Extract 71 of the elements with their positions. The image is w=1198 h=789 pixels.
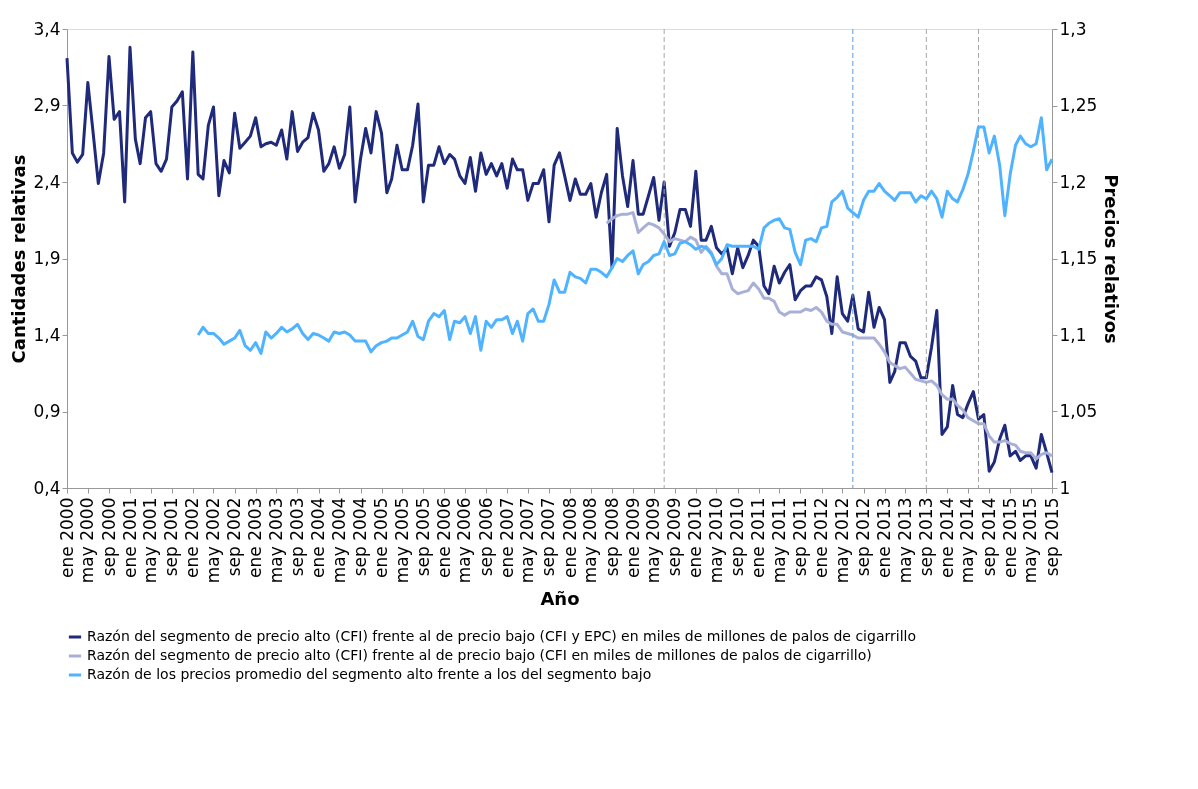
y-tick-label: 2,9 bbox=[33, 95, 61, 115]
x-tick-label: may 2014 bbox=[957, 497, 978, 584]
x-tick-label: sep 2009 bbox=[664, 497, 685, 577]
x-tick-label: may 2012 bbox=[831, 497, 852, 584]
x-tick-label: sep 2000 bbox=[98, 497, 119, 577]
x-tick-label: ene 2003 bbox=[245, 497, 266, 578]
y-tick-label: 0,4 bbox=[33, 477, 61, 498]
x-tick-label: may 2003 bbox=[265, 497, 286, 584]
x-tick-label: may 2015 bbox=[1020, 497, 1041, 584]
x-tick-label: may 2010 bbox=[705, 497, 726, 584]
y-tick-label: 3,4 bbox=[33, 18, 61, 39]
legend-label: Razón del segmento de precio alto (CFI) frente al de precio bajo (CFI y EPC) en miles de millones de palos de cigarrillo bbox=[87, 628, 916, 644]
x-tick-label: ene 2008 bbox=[559, 497, 580, 578]
x-tick-label: may 2002 bbox=[202, 497, 223, 584]
y2-tick-label: 1,25 bbox=[1059, 95, 1098, 115]
legend-label: Razón de los precios promedio del segmento alto frente a los del segmento bajo bbox=[87, 666, 652, 682]
x-tick-label: ene 2014 bbox=[936, 497, 957, 578]
x-tick-label: sep 2008 bbox=[601, 497, 622, 577]
x-tick-label: sep 2004 bbox=[350, 497, 370, 577]
x-tick-label: ene 2009 bbox=[622, 497, 643, 578]
x-tick-label: sep 2001 bbox=[161, 497, 182, 577]
x-tick-label: may 2005 bbox=[391, 497, 412, 584]
x-tick-label: sep 2007 bbox=[538, 497, 559, 577]
x-tick-label: may 2007 bbox=[517, 497, 538, 584]
x-tick-label: sep 2006 bbox=[475, 497, 496, 577]
x-tick-label: sep 2003 bbox=[287, 497, 307, 577]
x-tick-label: sep 2011 bbox=[790, 497, 810, 577]
x-tick-label: sep 2015 bbox=[1041, 497, 1062, 577]
y2-tick-label: 1 bbox=[1059, 477, 1071, 498]
x-tick-label: ene 2015 bbox=[999, 497, 1020, 578]
x-tick-label: sep 2013 bbox=[915, 497, 936, 577]
x-tick-label: ene 2001 bbox=[119, 497, 140, 578]
y-tick-label: 0,9 bbox=[33, 401, 61, 421]
y2-tick-label: 1,3 bbox=[1059, 18, 1087, 39]
y2-tick-label: 1,2 bbox=[1059, 171, 1087, 192]
legend-label: Razón del segmento de precio alto (CFI) frente al de precio bajo (CFI en miles de millones de palos de cigarrillo) bbox=[87, 647, 872, 663]
x-tick-label: ene 2011 bbox=[748, 497, 769, 578]
x-tick-label: ene 2006 bbox=[433, 497, 454, 578]
x-tick-label: sep 2014 bbox=[978, 497, 999, 577]
y2-tick-label: 1,1 bbox=[1059, 324, 1087, 345]
line-series bbox=[65, 45, 1054, 475]
x-tick-label: sep 2012 bbox=[853, 497, 873, 577]
x-axis-title: Año bbox=[540, 588, 580, 610]
x-tick-label: may 2006 bbox=[454, 497, 475, 584]
x-tick-label: ene 2000 bbox=[56, 497, 77, 578]
line-series bbox=[605, 211, 1054, 461]
y-tick-label: 2,4 bbox=[33, 171, 61, 192]
x-tick-label: ene 2012 bbox=[811, 497, 831, 578]
y2-axis-title: Precios relativos bbox=[1101, 174, 1123, 344]
y-tick-label: 1,9 bbox=[33, 248, 61, 268]
y-axis-title: Cantidades relativas bbox=[8, 154, 30, 364]
x-tick-label: sep 2005 bbox=[412, 497, 433, 577]
line-series bbox=[196, 116, 1054, 355]
x-tick-label: may 2004 bbox=[328, 497, 349, 584]
x-tick-label: sep 2002 bbox=[224, 497, 245, 577]
y2-tick-label: 1,15 bbox=[1059, 248, 1098, 268]
x-tick-label: ene 2004 bbox=[308, 497, 328, 578]
x-tick-label: may 2011 bbox=[768, 497, 789, 584]
x-tick-label: may 2001 bbox=[140, 497, 161, 584]
x-tick-label: may 2000 bbox=[77, 497, 98, 584]
y-tick-label: 1,4 bbox=[33, 324, 61, 345]
x-tick-label: ene 2002 bbox=[182, 497, 203, 578]
y2-tick-label: 1,05 bbox=[1059, 401, 1098, 421]
x-tick-label: may 2008 bbox=[580, 497, 601, 584]
x-tick-label: ene 2005 bbox=[371, 497, 391, 578]
x-tick-label: ene 2013 bbox=[874, 497, 895, 578]
x-tick-label: ene 2010 bbox=[685, 497, 706, 578]
x-tick-label: may 2013 bbox=[894, 497, 915, 584]
x-tick-label: may 2009 bbox=[643, 497, 664, 584]
x-tick-label: ene 2007 bbox=[496, 497, 517, 578]
x-tick-label: sep 2010 bbox=[727, 497, 748, 577]
